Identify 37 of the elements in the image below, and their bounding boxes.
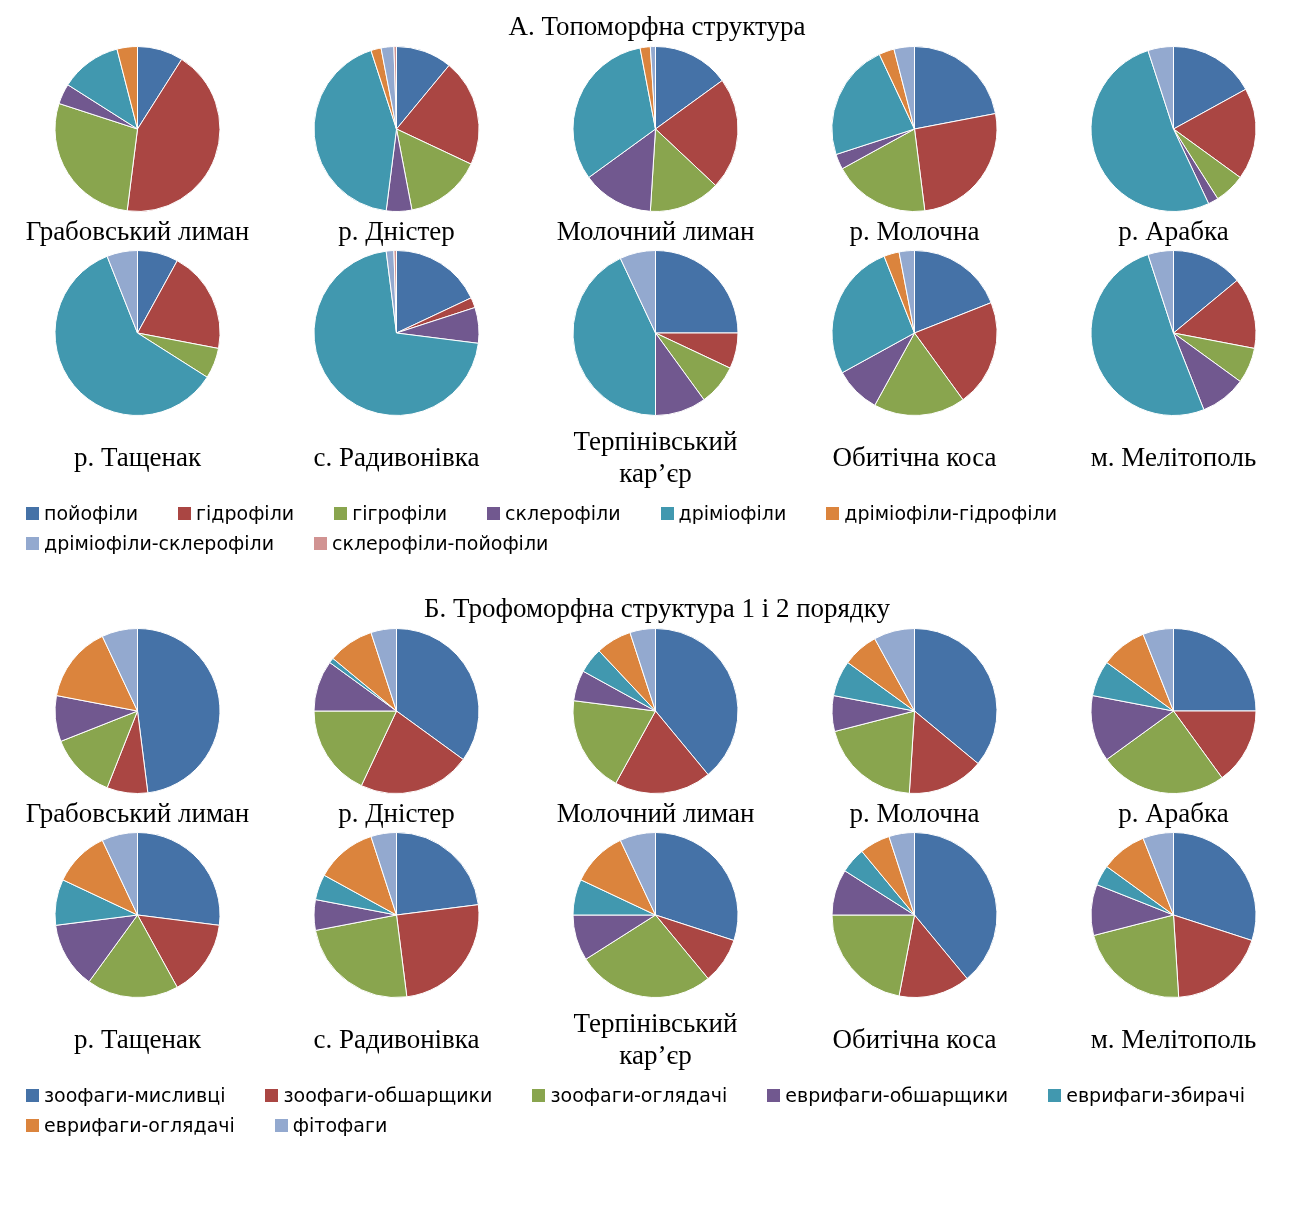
slice-label: Терпінівський кар’єр [572, 1007, 739, 1072]
legend-label: пойофіли [44, 502, 139, 524]
legend-label: дріміофіли-гідрофіли [844, 502, 1057, 524]
legend-label: фітофаги [292, 1114, 388, 1136]
slice-label: м. Мелітополь [1089, 1023, 1258, 1056]
slice-label: Терпінівський кар’єр [572, 425, 739, 490]
legend-label: зоофаги-мисливці [44, 1084, 226, 1106]
legend-label: еврифаги-обшарщики [785, 1084, 1009, 1106]
slice-label: Грабовський лиман [24, 215, 251, 248]
legend-label: гідрофіли [196, 502, 295, 524]
slice-label: р. Арабка [1117, 797, 1230, 830]
slice-label: Грабовський лиман [24, 797, 251, 830]
slice-label: с. Радивонівка [312, 1023, 481, 1056]
legend-label: зоофаги-обшарщики [283, 1084, 493, 1106]
slice-label: р. Дністер [337, 215, 456, 248]
slice-label: Обитічна коса [831, 1023, 998, 1056]
slice-label: р. Дністер [337, 797, 456, 830]
legend-label: дріміофіли-склерофіли [44, 532, 275, 554]
slice-label: р. Тащенак [72, 1023, 203, 1056]
legend-label: еврифаги-збирачі [1066, 1084, 1245, 1106]
legend-label: еврифаги-оглядачі [44, 1114, 235, 1136]
slice-label: с. Радивонівка [312, 441, 481, 474]
legend-label: дріміофіли [678, 502, 787, 524]
legend-label: склерофіли-пойофіли [332, 532, 549, 554]
slice-label: р. Тащенак [72, 441, 203, 474]
slice-label: Молочний лиман [555, 797, 756, 830]
slice-label: Молочний лиман [555, 215, 756, 248]
chart-title: А. Топоморфна структура [507, 10, 807, 43]
slice-label: р. Молочна [848, 797, 981, 830]
slice-label: Обитічна коса [831, 441, 998, 474]
legend-label: склерофіли [505, 502, 621, 524]
slice-label: м. Мелітополь [1089, 441, 1258, 474]
slice-label: р. Молочна [848, 215, 981, 248]
legend-label: гігрофіли [352, 502, 448, 524]
slice-label: р. Арабка [1117, 215, 1230, 248]
chart-title: Б. Трофоморфна структура 1 і 2 порядку [423, 592, 891, 625]
legend-label: зоофаги-оглядачі [550, 1084, 728, 1106]
